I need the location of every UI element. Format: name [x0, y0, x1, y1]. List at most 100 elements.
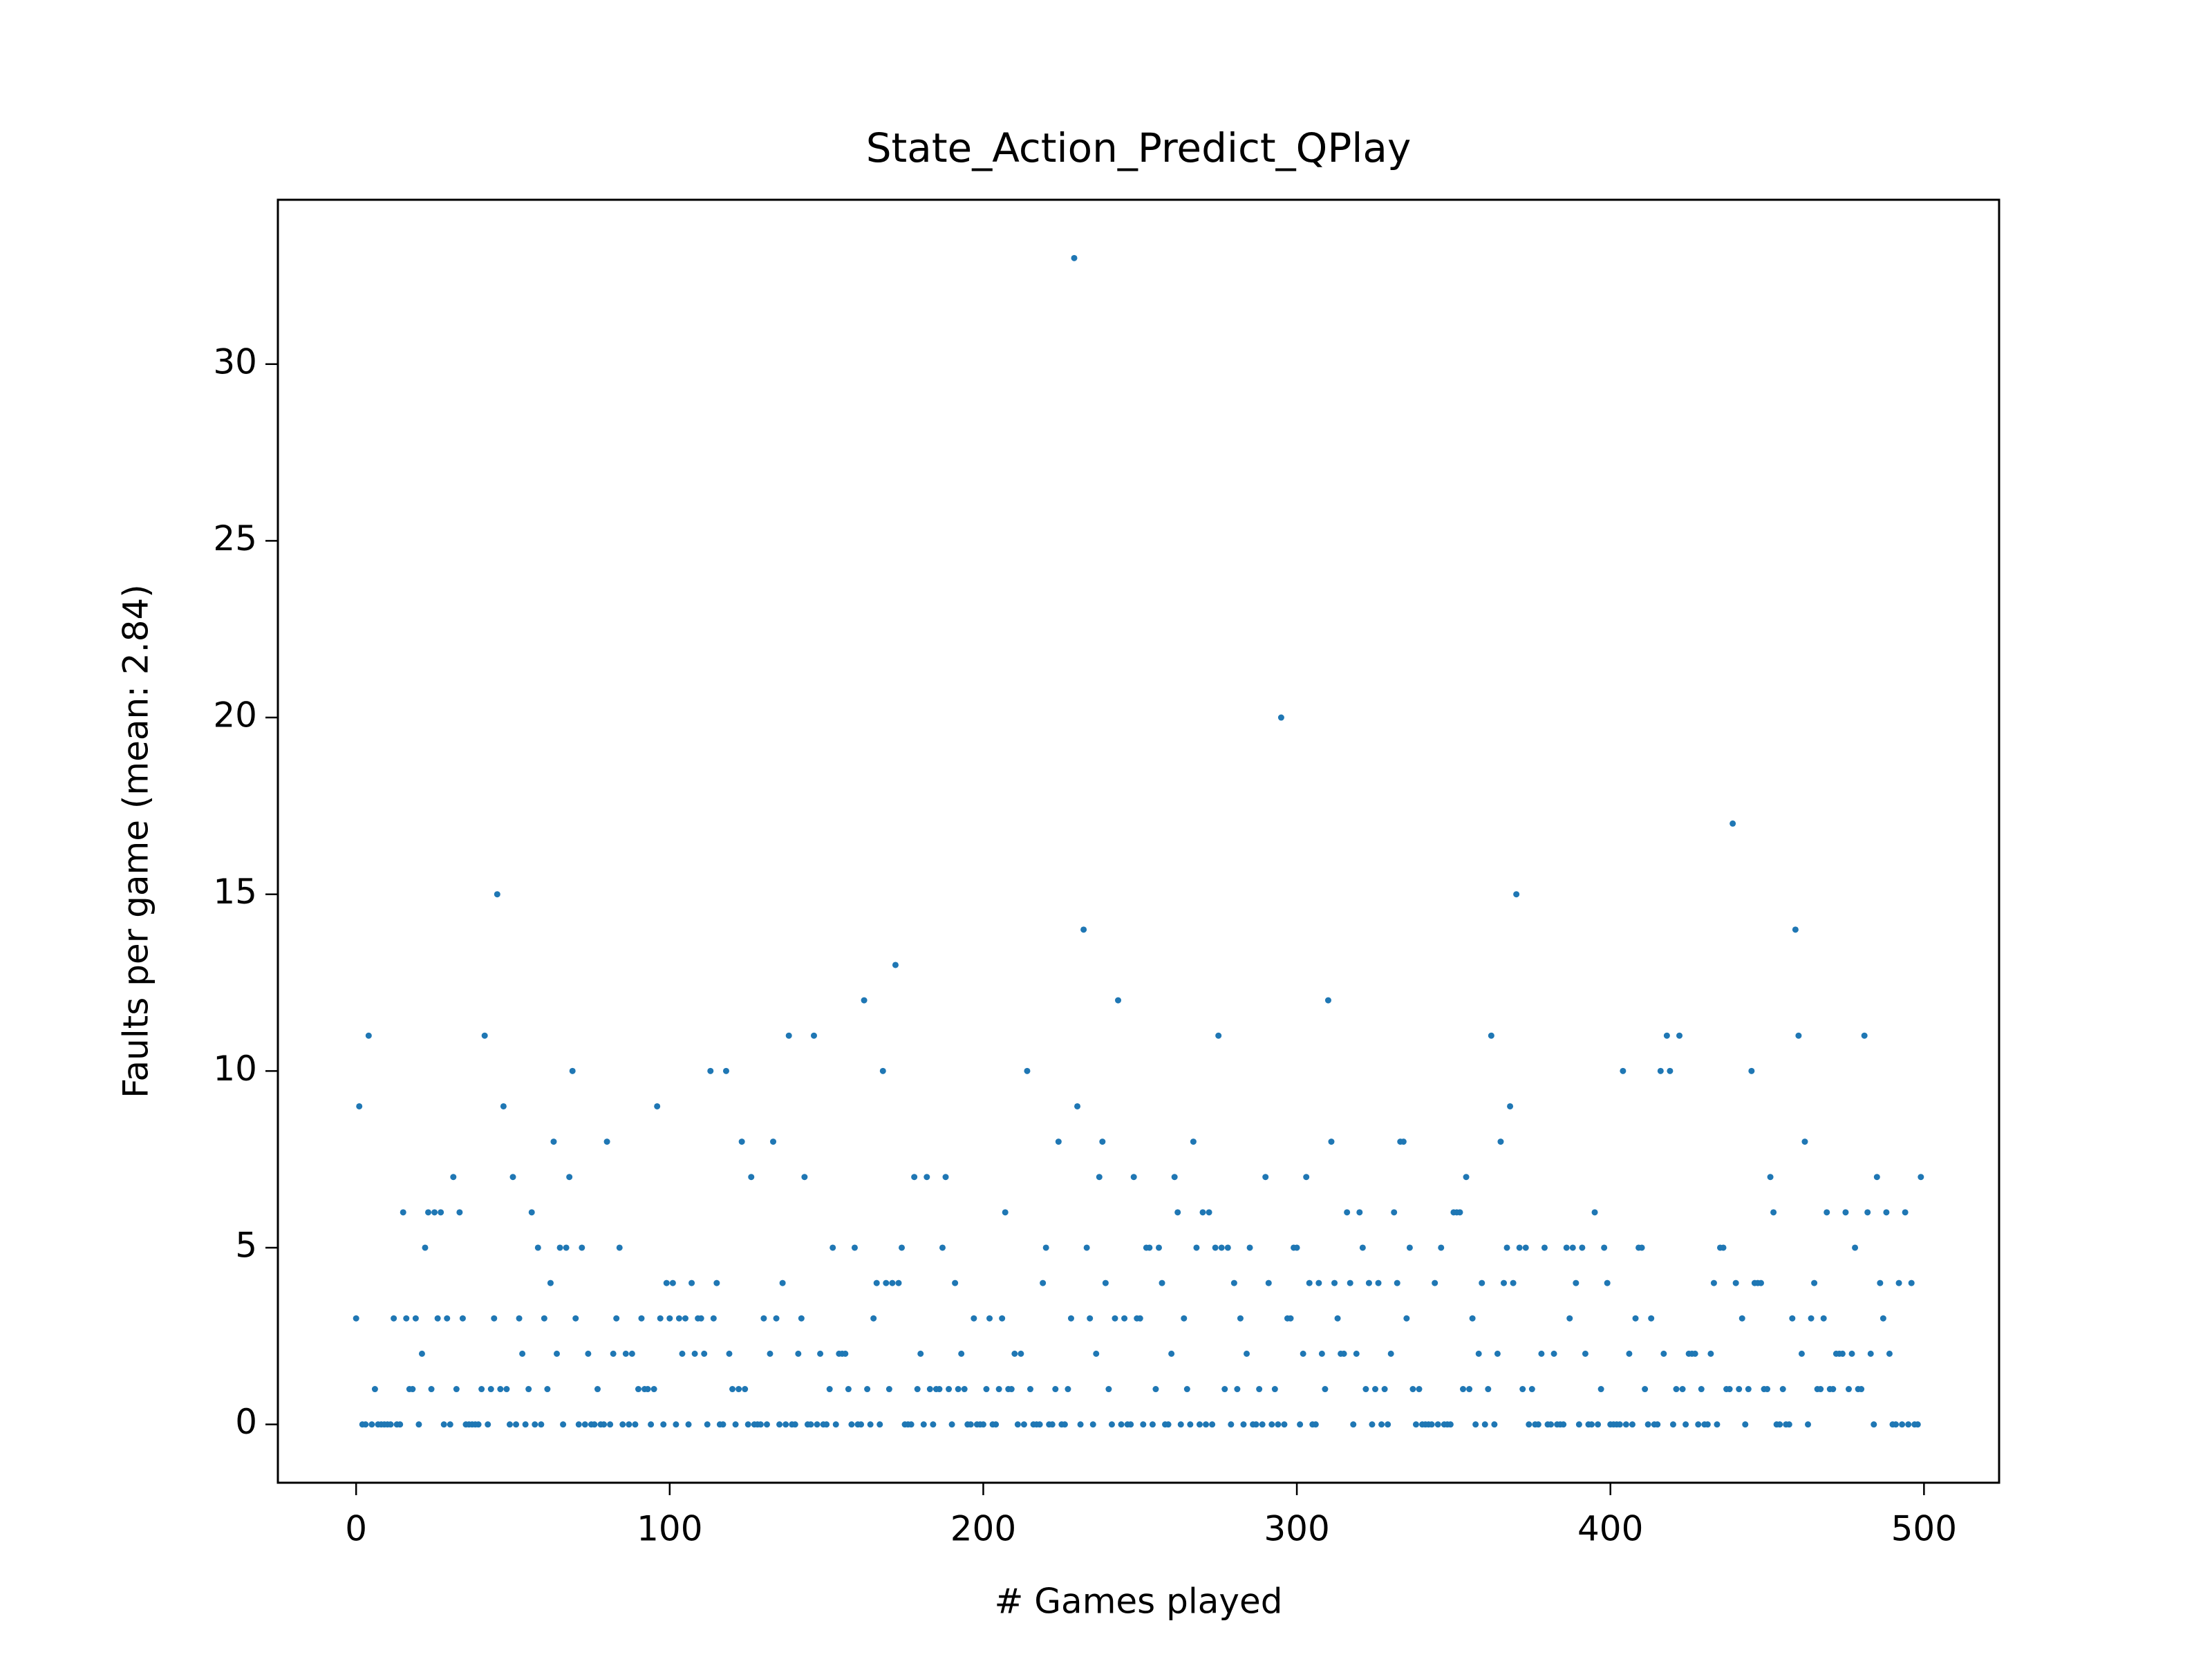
point	[1297, 1421, 1304, 1428]
point	[506, 1421, 513, 1428]
point	[908, 1421, 915, 1428]
point	[955, 1386, 962, 1393]
point	[1334, 1315, 1341, 1322]
point	[1579, 1244, 1586, 1251]
point	[1136, 1315, 1143, 1322]
point	[1667, 1067, 1674, 1074]
point	[601, 1421, 608, 1428]
point	[1528, 1386, 1535, 1393]
point	[1193, 1244, 1200, 1251]
point	[554, 1350, 561, 1357]
point	[1224, 1244, 1231, 1251]
point	[1259, 1421, 1266, 1428]
point	[1303, 1174, 1310, 1181]
point	[1491, 1421, 1498, 1428]
point	[810, 1032, 817, 1039]
point	[541, 1315, 547, 1322]
point	[1563, 1244, 1570, 1251]
point	[1353, 1350, 1360, 1357]
point	[1140, 1421, 1147, 1428]
point	[1018, 1350, 1024, 1357]
point	[1027, 1386, 1033, 1393]
point	[720, 1421, 727, 1428]
point	[1858, 1386, 1865, 1393]
point	[1105, 1386, 1112, 1393]
point	[444, 1315, 451, 1322]
point	[1485, 1386, 1492, 1393]
point	[1604, 1280, 1611, 1286]
point	[1212, 1244, 1219, 1251]
point	[1895, 1280, 1902, 1286]
point	[409, 1386, 416, 1393]
point	[1409, 1386, 1416, 1393]
point	[607, 1421, 614, 1428]
point	[575, 1421, 582, 1428]
point	[1102, 1280, 1109, 1286]
point	[1704, 1421, 1711, 1428]
y-tick-label: 0	[235, 1402, 257, 1442]
point	[958, 1350, 965, 1357]
point	[971, 1315, 977, 1322]
point	[1582, 1350, 1588, 1357]
point	[1601, 1244, 1608, 1251]
point	[823, 1421, 830, 1428]
y-axis-label: Faults per game (mean: 2.84)	[116, 584, 156, 1098]
point	[1456, 1209, 1463, 1216]
point	[701, 1350, 708, 1357]
point	[1438, 1244, 1445, 1251]
point	[1644, 1421, 1651, 1428]
point	[773, 1315, 780, 1322]
point	[877, 1421, 883, 1428]
point	[1403, 1315, 1410, 1322]
point	[1312, 1421, 1319, 1428]
point	[1203, 1421, 1210, 1428]
point	[1322, 1386, 1329, 1393]
point	[939, 1244, 946, 1251]
point	[1061, 1421, 1068, 1428]
point	[1416, 1386, 1423, 1393]
point	[1848, 1350, 1855, 1357]
y-tick-label: 5	[235, 1225, 257, 1265]
point	[1469, 1315, 1476, 1322]
point	[1324, 997, 1331, 1004]
point	[1040, 1280, 1047, 1286]
point	[1209, 1421, 1216, 1428]
point	[1089, 1421, 1096, 1428]
point	[713, 1280, 720, 1286]
point	[767, 1350, 774, 1357]
point	[1548, 1421, 1555, 1428]
point	[1244, 1350, 1250, 1357]
point	[1268, 1421, 1275, 1428]
point	[1691, 1350, 1698, 1357]
point	[1077, 1421, 1084, 1428]
point	[917, 1350, 924, 1357]
point	[1842, 1209, 1849, 1216]
point	[801, 1174, 808, 1181]
point	[610, 1350, 617, 1357]
point	[400, 1209, 406, 1216]
point	[782, 1421, 789, 1428]
point	[930, 1421, 937, 1428]
point	[1622, 1421, 1629, 1428]
point	[1199, 1209, 1206, 1216]
point	[1369, 1421, 1376, 1428]
point	[967, 1421, 974, 1428]
point	[729, 1386, 736, 1393]
point	[895, 1280, 902, 1286]
point	[613, 1315, 620, 1322]
point	[1902, 1209, 1909, 1216]
point	[669, 1280, 676, 1286]
point	[1873, 1174, 1880, 1181]
point	[1777, 1421, 1783, 1428]
point	[679, 1350, 686, 1357]
point	[1055, 1138, 1062, 1145]
point	[456, 1209, 463, 1216]
point	[1569, 1244, 1576, 1251]
point	[911, 1174, 918, 1181]
point	[826, 1386, 833, 1393]
point	[1732, 1280, 1739, 1286]
point	[1663, 1032, 1670, 1039]
point	[993, 1421, 1000, 1428]
point	[563, 1244, 570, 1251]
point	[1049, 1421, 1056, 1428]
